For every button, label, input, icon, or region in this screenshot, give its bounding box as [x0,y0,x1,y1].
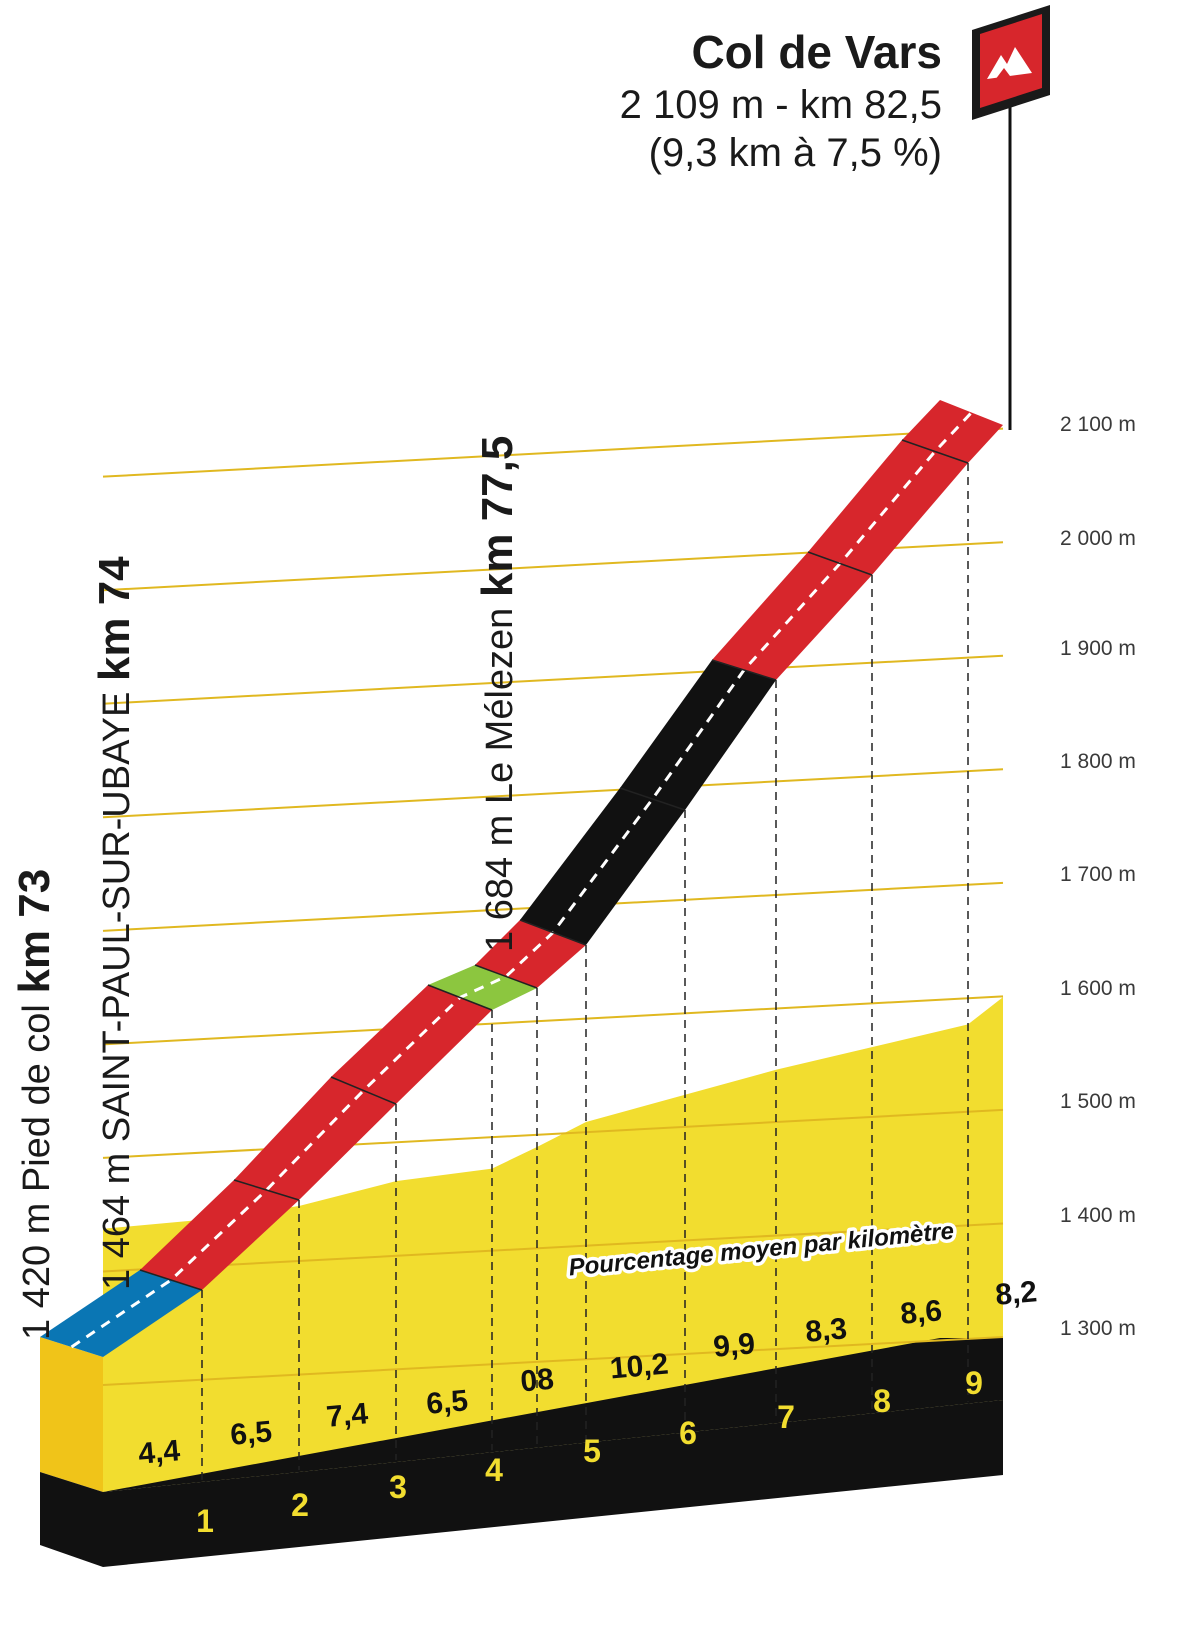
ytick-label: 1 900 m [1060,637,1136,660]
profile-side [40,1337,103,1492]
gridline-1900 [102,654,1004,705]
gridline-2100 [102,427,1004,478]
summit-flag [972,5,1050,120]
ribbon-segment [808,440,968,575]
profile-base-bar [40,1338,1003,1492]
km-marker: 4 [485,1452,503,1488]
point-label-1: 1 420 m Pied de col km 73 [10,869,59,1340]
summit-climb-stats: (9,3 km à 7,5 %) [649,131,942,175]
segment-divider [711,659,777,681]
grade-label: 8,6 [899,1294,943,1331]
km-marker: 5 [583,1433,601,1469]
summit-altitude-km: 2 109 m - km 82,5 [620,83,942,127]
profile-base [40,997,1003,1567]
point-label-3: 1 684 m Le Mélezen km 77,5 [473,436,522,952]
gridline-1400 [102,1222,1004,1273]
segment-divider [519,919,587,946]
ribbon-segment [234,1077,396,1200]
km-marker: 6 [679,1415,697,1451]
km-marker: 2 [291,1487,309,1523]
ribbon-segment [475,920,586,988]
segment-divider [901,439,969,464]
ytick-label: 1 600 m [1060,977,1136,1000]
segment-divider [233,1179,300,1201]
ytick-label: 1 700 m [1060,863,1136,886]
ytick-label: 2 100 m [1060,413,1136,436]
ytick-label: 1 400 m [1060,1204,1136,1227]
grade-label: 9,9 [712,1327,756,1364]
ytick-label: 1 500 m [1060,1090,1136,1113]
summit-name: Col de Vars [691,26,942,78]
profile-base-front [103,1400,1003,1567]
ytick-label: 1 800 m [1060,750,1136,773]
point-label-2: 1 464 m SAINT-PAUL-SUR-UBAYE km 74 [90,556,139,1290]
mountain-icon [987,47,1032,80]
grade-label: 8,3 [804,1312,848,1349]
km-marker: 1 [196,1503,214,1539]
segment-divider [139,1269,203,1291]
km-marker: 8 [873,1383,891,1419]
grade-label: 6,5 [229,1415,273,1452]
segment-divider [427,984,493,1011]
ytick-label: 1 300 m [1060,1317,1136,1340]
ribbon-segment [712,552,872,680]
segment-divider [619,787,686,811]
grade-label: 08 [519,1363,555,1399]
km-markers: 4,4 6,5 7,4 6,5 08 10,2 9,9 8,3 8,6 8,2 1 2 3 4 5 6 7 8 9 [137,463,1038,1539]
altitude-gridlines [102,427,1004,1386]
segment-divider [474,964,538,989]
grade-label: 6,5 [425,1384,469,1421]
km-marker: 7 [777,1399,795,1435]
ytick-label: 2 000 m [1060,527,1136,550]
gridline-1600 [102,995,1004,1046]
km-marker: 3 [389,1469,407,1505]
km-marker: 9 [965,1365,983,1401]
y-axis-labels: 1 300 m 1 400 m 1 500 m 1 600 m 1 700 m 1 800… [1060,413,1136,1340]
grade-label: 10,2 [609,1348,670,1386]
profile-base-side [40,1472,103,1567]
grade-label: 8,2 [994,1275,1038,1312]
gridline-1300 [102,1336,1004,1386]
segment-divider [330,1076,397,1105]
segment-divider [807,551,873,576]
grade-label: 4,4 [137,1434,182,1471]
gridline-1800 [102,768,1004,819]
gradient-ribbon [40,400,1003,1357]
grade-label: 7,4 [325,1397,370,1434]
gridline-1500 [102,1108,1004,1159]
